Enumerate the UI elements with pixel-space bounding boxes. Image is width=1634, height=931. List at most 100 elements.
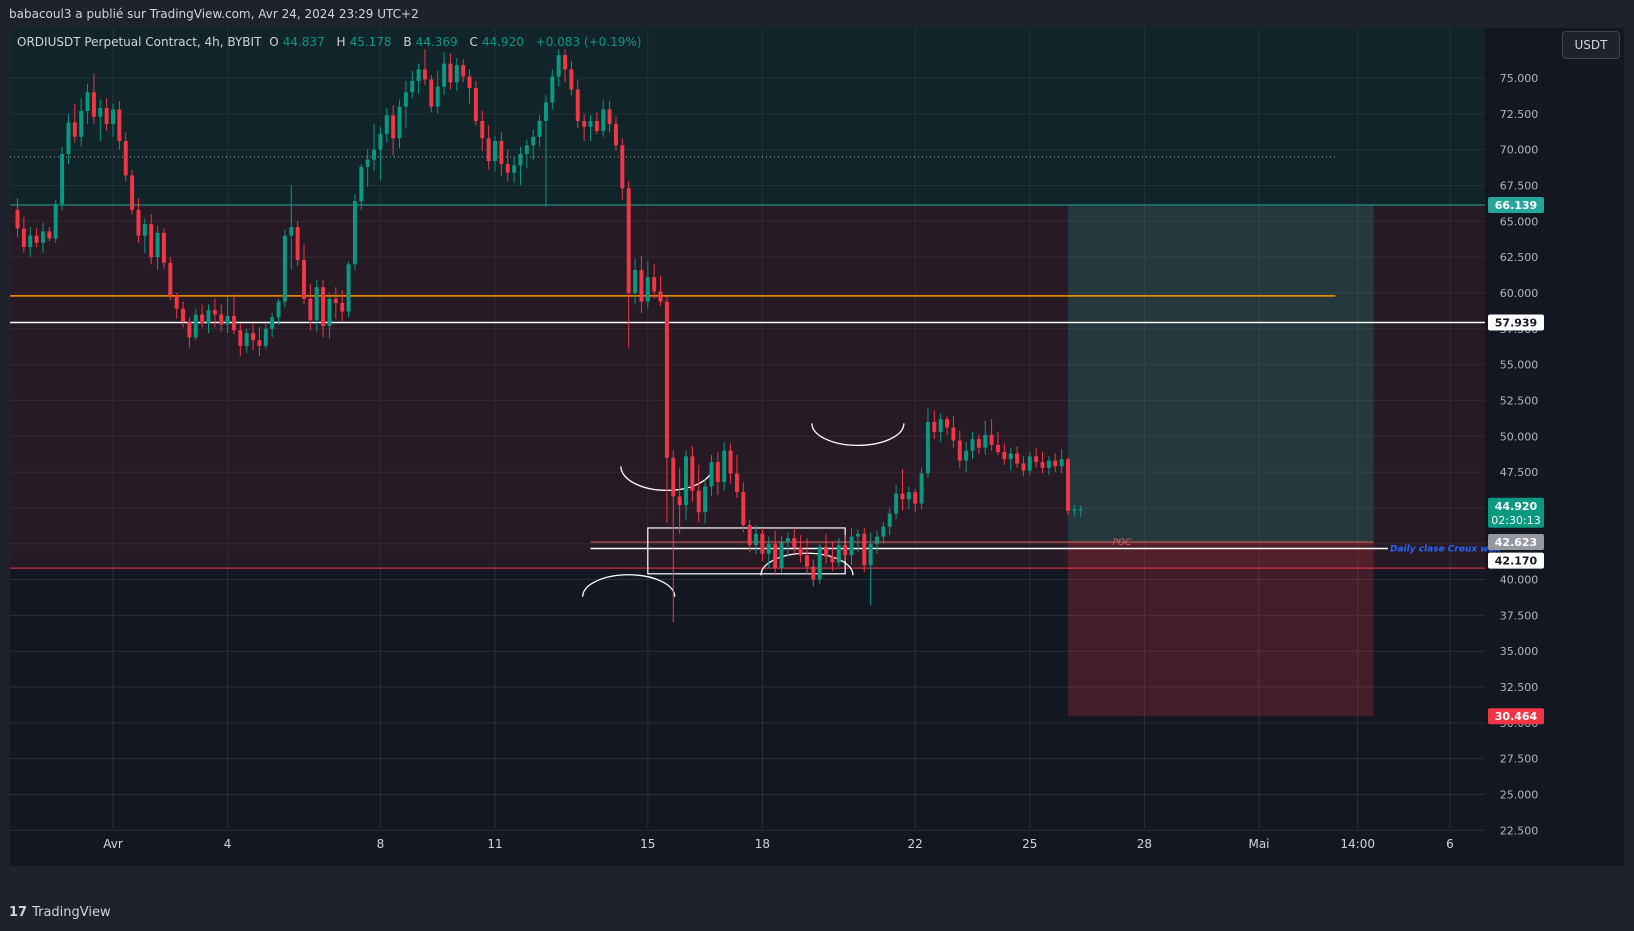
candle[interactable] (378, 126, 383, 180)
candle[interactable] (925, 407, 930, 478)
candle[interactable] (1034, 447, 1039, 468)
candle[interactable] (754, 525, 759, 554)
candle[interactable] (639, 255, 644, 314)
candle[interactable] (620, 138, 625, 200)
candle[interactable] (728, 443, 733, 484)
candle[interactable] (257, 327, 262, 357)
candle[interactable] (881, 522, 886, 544)
candle[interactable] (1053, 453, 1058, 473)
candle[interactable] (187, 317, 192, 348)
candle[interactable] (696, 464, 701, 523)
candle[interactable] (136, 198, 141, 243)
candle[interactable] (410, 70, 415, 99)
candle[interactable] (836, 537, 841, 567)
candle[interactable] (645, 261, 650, 309)
candle[interactable] (830, 542, 835, 571)
candle[interactable] (34, 228, 39, 248)
candle[interactable] (970, 431, 975, 460)
candle[interactable] (671, 450, 676, 623)
candle[interactable] (467, 69, 472, 104)
candle[interactable] (779, 536, 784, 573)
candle[interactable] (658, 275, 663, 306)
candle[interactable] (231, 294, 236, 335)
candle[interactable] (238, 323, 243, 357)
candle[interactable] (913, 489, 918, 513)
candle[interactable] (111, 103, 115, 137)
candle[interactable] (843, 535, 848, 561)
candle[interactable] (1046, 456, 1051, 475)
candle[interactable] (486, 125, 491, 170)
candle[interactable] (582, 113, 587, 142)
candle[interactable] (722, 441, 727, 491)
candle[interactable] (1008, 447, 1013, 471)
candle[interactable] (480, 110, 485, 152)
candle[interactable] (200, 304, 205, 328)
candle[interactable] (875, 530, 879, 554)
candle[interactable] (384, 108, 389, 143)
candle[interactable] (1021, 456, 1026, 477)
candle[interactable] (976, 434, 981, 454)
candle[interactable] (117, 100, 122, 150)
candle[interactable] (677, 467, 682, 534)
candle[interactable] (314, 280, 319, 332)
candle[interactable] (28, 227, 33, 258)
candle[interactable] (524, 139, 529, 169)
candle[interactable] (588, 115, 593, 142)
candle[interactable] (563, 49, 568, 83)
candle[interactable] (817, 543, 822, 584)
candle[interactable] (149, 214, 154, 265)
candle[interactable] (601, 99, 606, 137)
candle[interactable] (849, 527, 854, 566)
candle[interactable] (123, 132, 128, 182)
candle[interactable] (531, 129, 536, 160)
candle[interactable] (537, 115, 542, 147)
candle[interactable] (811, 559, 816, 587)
candle[interactable] (715, 452, 720, 496)
candle[interactable] (919, 467, 924, 510)
candle[interactable] (607, 100, 612, 133)
candle[interactable] (244, 328, 249, 354)
candle[interactable] (66, 113, 71, 164)
candle[interactable] (652, 264, 657, 299)
candle[interactable] (499, 132, 504, 176)
candle[interactable] (193, 308, 198, 341)
candlestick-chart[interactable]: POC Daily clase Creux wax 75.000 72.500 70.0… (10, 28, 1624, 866)
candle[interactable] (212, 298, 217, 328)
candle[interactable] (964, 441, 969, 473)
candle[interactable] (461, 59, 466, 83)
candle[interactable] (442, 52, 447, 96)
candle[interactable] (855, 529, 860, 553)
candle[interactable] (633, 258, 638, 305)
candle[interactable] (251, 323, 256, 351)
candle[interactable] (613, 116, 618, 152)
candle[interactable] (47, 227, 52, 242)
candle[interactable] (556, 49, 561, 87)
candle[interactable] (416, 63, 421, 94)
candle[interactable] (887, 507, 892, 536)
candle[interactable] (321, 280, 326, 338)
candle[interactable] (53, 199, 58, 243)
candle[interactable] (626, 181, 631, 348)
candle[interactable] (512, 156, 517, 183)
candle[interactable] (862, 527, 867, 573)
candle[interactable] (690, 446, 695, 503)
candle[interactable] (938, 413, 943, 442)
candle[interactable] (130, 169, 135, 215)
candle[interactable] (945, 416, 950, 435)
candle[interactable] (664, 295, 669, 523)
candle[interactable] (1015, 446, 1020, 468)
candle[interactable] (760, 527, 765, 561)
candle[interactable] (906, 486, 911, 510)
candle[interactable] (21, 217, 26, 253)
candle[interactable] (168, 257, 173, 301)
candle[interactable] (225, 297, 230, 334)
candle[interactable] (359, 163, 364, 210)
candle[interactable] (505, 149, 510, 182)
candle[interactable] (98, 99, 103, 142)
candle[interactable] (989, 419, 994, 451)
candle[interactable] (983, 420, 988, 455)
candle[interactable] (282, 229, 287, 308)
chart-area[interactable]: POC Daily clase Creux wax 75.000 72.500 70.0… (10, 28, 1624, 866)
candle[interactable] (785, 532, 790, 557)
candle[interactable] (79, 98, 84, 147)
